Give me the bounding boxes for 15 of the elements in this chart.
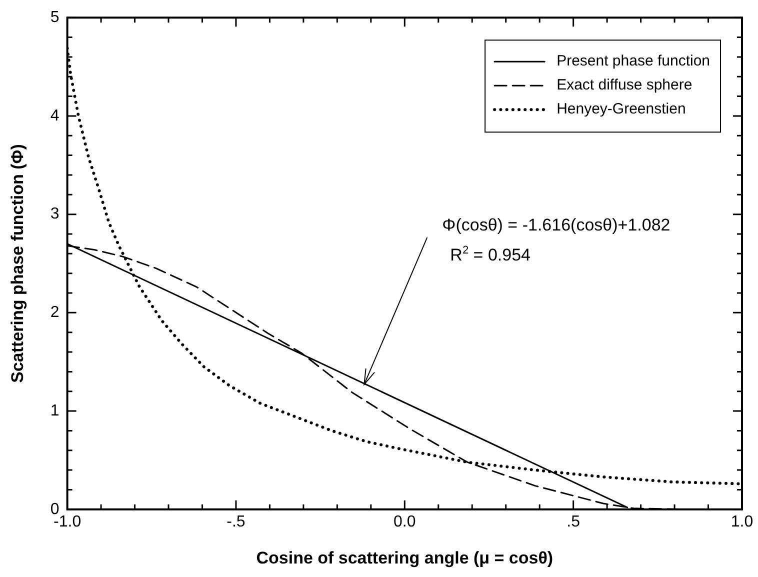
legend-label: Exact diffuse sphere (556, 76, 692, 94)
x-tick-label: 1.0 (730, 513, 754, 530)
x-tick-label: -.5 (226, 513, 246, 530)
y-tick-label: 5 (50, 9, 60, 26)
legend-label: Present phase function (556, 52, 710, 70)
x-tick-label: 0.0 (394, 513, 416, 530)
y-tick-label: 3 (50, 206, 60, 223)
annotation: Φ(cosθ) = -1.616(cosθ)+1.082 (442, 215, 670, 234)
y-tick-label: 4 (50, 107, 60, 124)
x-axis-title: Cosine of scattering angle (μ = cosθ) (256, 548, 554, 568)
y-axis-title: Scattering phase function (Φ) (8, 144, 27, 383)
y-tick-label: 1 (50, 402, 60, 420)
x-tick-label: .5 (566, 513, 580, 530)
y-tick-label: 2 (50, 304, 60, 322)
legend-label: Henyey-Greenstien (556, 100, 686, 118)
